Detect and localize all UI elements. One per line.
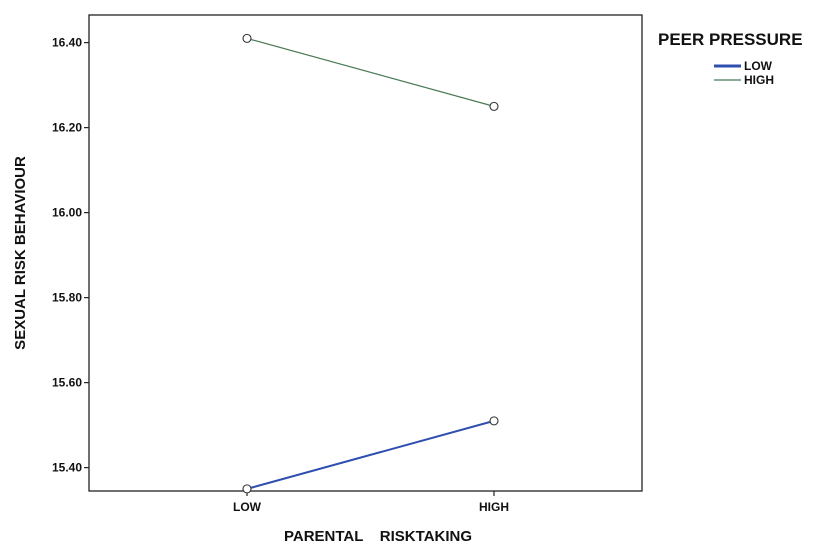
- series-layer: [242, 33, 499, 494]
- y-tick-label: 15.40: [52, 461, 82, 475]
- data-point: [242, 484, 252, 494]
- series-line-high: [246, 37, 495, 107]
- series-line-low: [246, 419, 495, 490]
- y-tick-label: 16.00: [52, 206, 82, 220]
- legend-label: LOW: [744, 59, 773, 73]
- x-axis: LOW HIGH: [233, 491, 509, 514]
- data-point: [489, 101, 499, 111]
- legend-label: HIGH: [744, 73, 774, 87]
- y-tick-label: 15.60: [52, 376, 82, 390]
- plot-frame: [88, 14, 643, 492]
- x-tick-label: HIGH: [479, 500, 509, 514]
- y-axis: 15.40 15.60 15.80 16.00 16.20 16.40: [52, 36, 89, 475]
- y-axis-title: SEXUAL RISK BEHAVIOUR: [12, 156, 29, 350]
- y-tick-label: 15.80: [52, 291, 82, 305]
- y-tick-label: 16.20: [52, 121, 82, 135]
- data-point: [489, 416, 499, 426]
- x-axis-title: PARENTAL RISKTAKING: [284, 528, 472, 544]
- legend-title: PEER PRESSURE: [658, 30, 803, 49]
- y-tick-label: 16.40: [52, 36, 82, 50]
- x-tick-label: LOW: [233, 500, 262, 514]
- data-point: [242, 33, 252, 43]
